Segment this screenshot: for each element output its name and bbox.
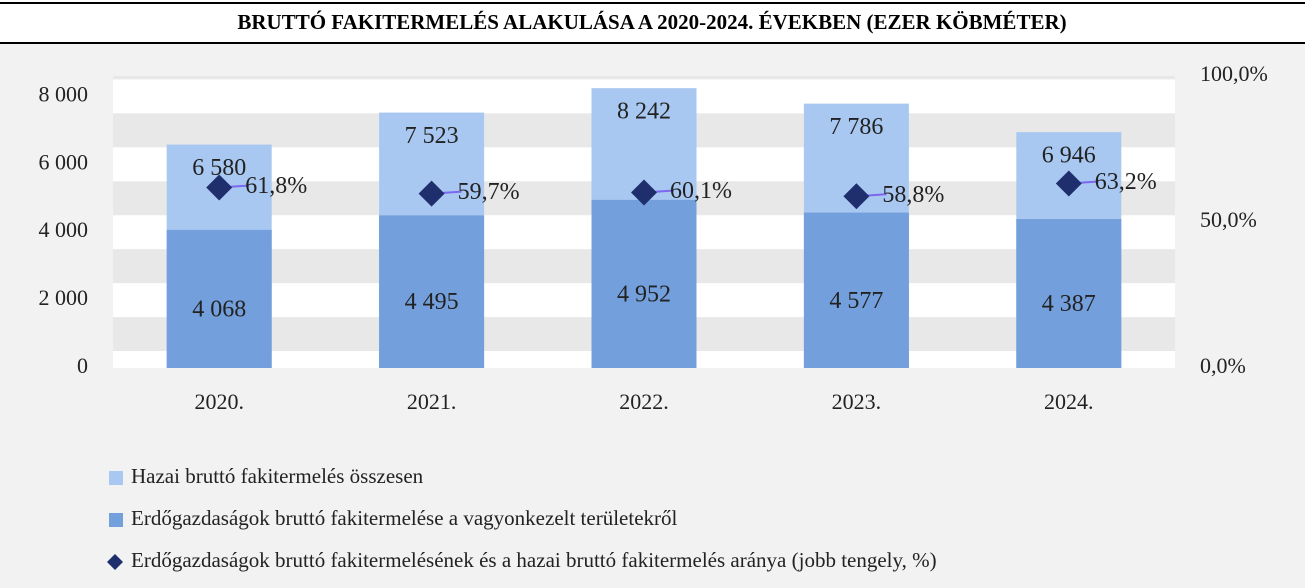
x-tick-label: 2022. [619,389,669,414]
legend-label: Erdőgazdaságok bruttó fakitermelése a va… [131,506,678,530]
diamond-marker [206,174,233,201]
data-label: 4 068 [192,296,246,322]
x-tick-label: 2023. [832,389,882,414]
data-label: 4 495 [405,289,459,315]
chart-title: BRUTTÓ FAKITERMELÉS ALAKULÁSA A 2020-202… [237,10,1066,34]
legend-label: Hazai bruttó fakitermelés összesen [131,464,424,488]
bar [379,215,485,368]
diamond-marker [418,180,445,207]
legend-marker [109,513,123,527]
diamond-marker [843,183,870,210]
diamond-marker [631,179,657,206]
data-label: 6 580 [192,155,246,181]
y2-tick-label: 0,0% [1200,353,1246,378]
legend-marker [109,471,123,485]
bar [1016,219,1122,368]
y2-tick-label: 100,0% [1200,61,1268,86]
y-tick-label: 0 [77,353,88,378]
data-label: 4 952 [617,281,671,307]
diamond-marker [1055,170,1082,197]
x-tick-label: 2024. [1044,389,1094,414]
y-tick-label: 8 000 [39,81,89,106]
data-label: 63,2% [1095,169,1157,195]
data-label: 6 946 [1042,143,1096,169]
data-label: 4 577 [829,288,883,314]
x-tick-label: 2020. [194,389,244,414]
y-tick-label: 6 000 [39,149,89,174]
data-label: 7 523 [405,123,459,149]
data-label: 7 786 [829,114,883,140]
data-label: 58,8% [882,182,944,208]
legend-marker [107,554,123,570]
y-tick-label: 2 000 [39,285,89,310]
bar [591,199,697,368]
data-label: 59,7% [458,179,520,205]
y-tick-label: 4 000 [39,217,89,242]
x-tick-label: 2021. [407,389,457,414]
y2-tick-label: 50,0% [1200,207,1257,232]
data-label: 4 387 [1042,291,1096,317]
legend-label: Erdőgazdaságok bruttó fakitermelésének é… [131,548,937,572]
bar [166,229,272,368]
data-label: 8 242 [617,99,671,125]
data-label: 60,1% [670,178,732,204]
bar [803,212,909,368]
data-label: 61,8% [245,173,307,199]
